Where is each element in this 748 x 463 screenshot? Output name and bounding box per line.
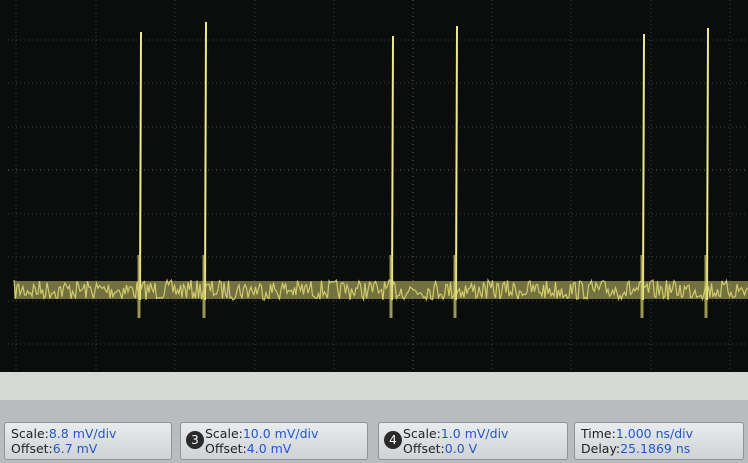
- setting-label: Scale:: [403, 426, 441, 441]
- display: [0, 0, 748, 400]
- setting-label: Scale:: [205, 426, 243, 441]
- waveform: [13, 21, 748, 318]
- channel-number: 3: [186, 431, 204, 449]
- setting-row: Scale:1.0 mV/div: [403, 426, 567, 441]
- channel-panel[interactable]: 4 Scale:1.0 mV/div Offset:0.0 V: [378, 422, 568, 460]
- pulse: [204, 21, 207, 301]
- pulse: [706, 27, 709, 301]
- graticule: [8, 0, 748, 370]
- setting-row: Offset:6.7 mV: [11, 441, 171, 456]
- setting-label: Delay:: [581, 441, 621, 456]
- setting-row: Delay:25.1869 ns: [581, 441, 743, 456]
- trace-noise: [13, 278, 748, 302]
- pulse: [455, 25, 458, 301]
- channel-panel[interactable]: 3 Scale:10.0 mV/div Offset:4.0 mV: [180, 422, 368, 460]
- setting-row: Scale:8.8 mV/div: [11, 426, 171, 441]
- channel-panel[interactable]: Scale:8.8 mV/div Offset:6.7 mV: [4, 422, 172, 460]
- setting-value: 4.0 mV: [246, 441, 292, 456]
- setting-value: 1.000 ns/div: [615, 426, 694, 441]
- setting-value: 6.7 mV: [52, 441, 98, 456]
- setting-row: Offset:4.0 mV: [205, 441, 367, 456]
- channel-panel[interactable]: Time:1.000 ns/div Delay:25.1869 ns: [574, 422, 744, 460]
- screen: [0, 0, 748, 372]
- setting-label: Offset:: [403, 441, 445, 456]
- screen-bezel: [0, 372, 748, 400]
- setting-label: Time:: [581, 426, 616, 441]
- setting-row: Scale:10.0 mV/div: [205, 426, 367, 441]
- setting-value: 1.0 mV/div: [440, 426, 509, 441]
- setting-row: Offset:0.0 V: [403, 441, 567, 456]
- setting-value: 0.0 V: [444, 441, 478, 456]
- setting-label: Offset:: [11, 441, 53, 456]
- setting-value: 25.1869 ns: [620, 441, 691, 456]
- setting-label: Scale:: [11, 426, 49, 441]
- setting-label: Offset:: [205, 441, 247, 456]
- setting-value: 8.8 mV/div: [48, 426, 117, 441]
- setting-value: 10.0 mV/div: [242, 426, 319, 441]
- channel-number: 4: [384, 431, 402, 449]
- setting-row: Time:1.000 ns/div: [581, 426, 743, 441]
- status-bar: Scale:8.8 mV/div Offset:6.7 mV 3 Scale:10.0…: [0, 400, 748, 463]
